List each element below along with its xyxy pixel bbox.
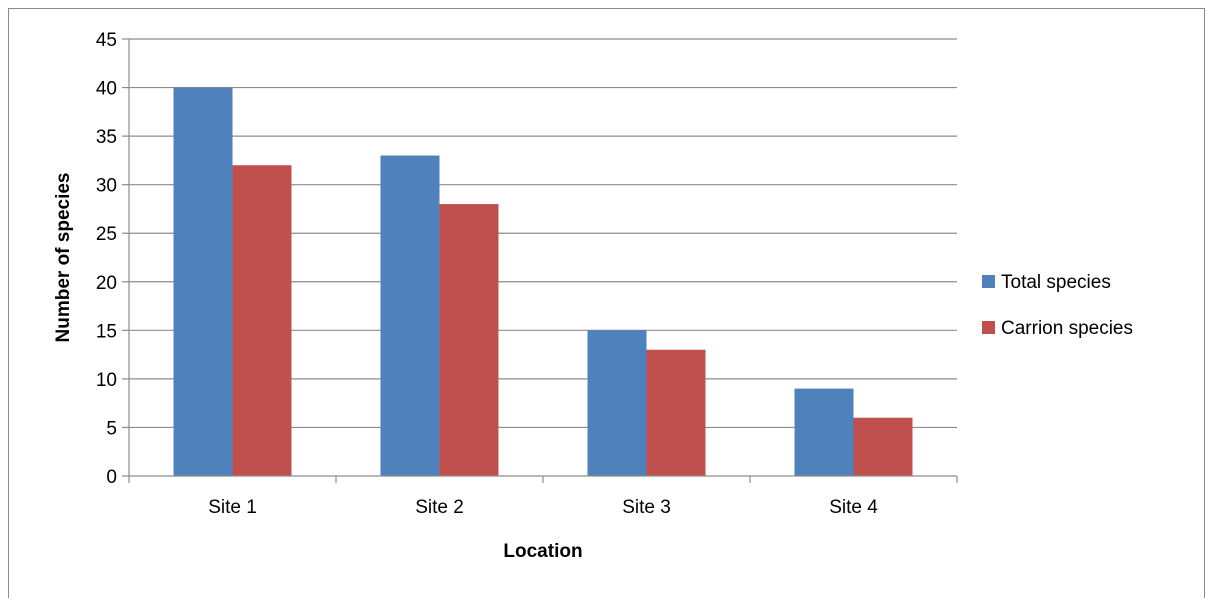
legend-swatch bbox=[982, 275, 995, 288]
y-tick-label: 35 bbox=[96, 127, 117, 148]
y-tick-label: 15 bbox=[96, 321, 117, 342]
y-tick-label: 10 bbox=[96, 370, 117, 391]
legend-label: Total species bbox=[1001, 272, 1111, 293]
y-tick-label: 0 bbox=[106, 467, 117, 488]
y-tick-label: 25 bbox=[96, 224, 117, 245]
x-tick-label: Site 2 bbox=[415, 497, 464, 518]
bar-total-species bbox=[173, 87, 233, 477]
y-tick-label: 20 bbox=[96, 273, 117, 294]
axes: 0 5 10 15 20 25 30 35 40 45 Site 1 Site 2 Site 3 Site… bbox=[96, 30, 958, 518]
bar-carrion-species bbox=[232, 165, 292, 476]
bar-total-species bbox=[587, 330, 647, 476]
bars bbox=[173, 87, 913, 477]
x-tick-label: Site 1 bbox=[208, 497, 257, 518]
y-tick-label: 30 bbox=[96, 176, 117, 197]
y-tick-label: 45 bbox=[96, 30, 117, 51]
bar-carrion-species bbox=[853, 417, 913, 476]
legend: Total species Carrion species bbox=[982, 272, 1133, 339]
x-axis-title: Location bbox=[503, 541, 582, 562]
bar-chart: 0 5 10 15 20 25 30 35 40 45 Site 1 Site 2 Site 3 Site… bbox=[53, 30, 1133, 562]
y-axis-title: Number of species bbox=[53, 173, 74, 343]
chart-frame: 0 5 10 15 20 25 30 35 40 45 Site 1 Site 2 Site 3 Site… bbox=[8, 8, 1205, 598]
legend-label: Carrion species bbox=[1001, 318, 1133, 339]
y-tick-label: 5 bbox=[106, 418, 117, 439]
legend-swatch bbox=[982, 321, 995, 334]
x-tick-label: Site 4 bbox=[829, 497, 878, 518]
x-tick-label: Site 3 bbox=[622, 497, 671, 518]
bar-total-species bbox=[794, 388, 854, 476]
bar-carrion-species bbox=[439, 204, 499, 477]
bar-total-species bbox=[380, 155, 440, 477]
y-tick-label: 40 bbox=[96, 79, 117, 100]
bar-carrion-species bbox=[646, 349, 706, 476]
